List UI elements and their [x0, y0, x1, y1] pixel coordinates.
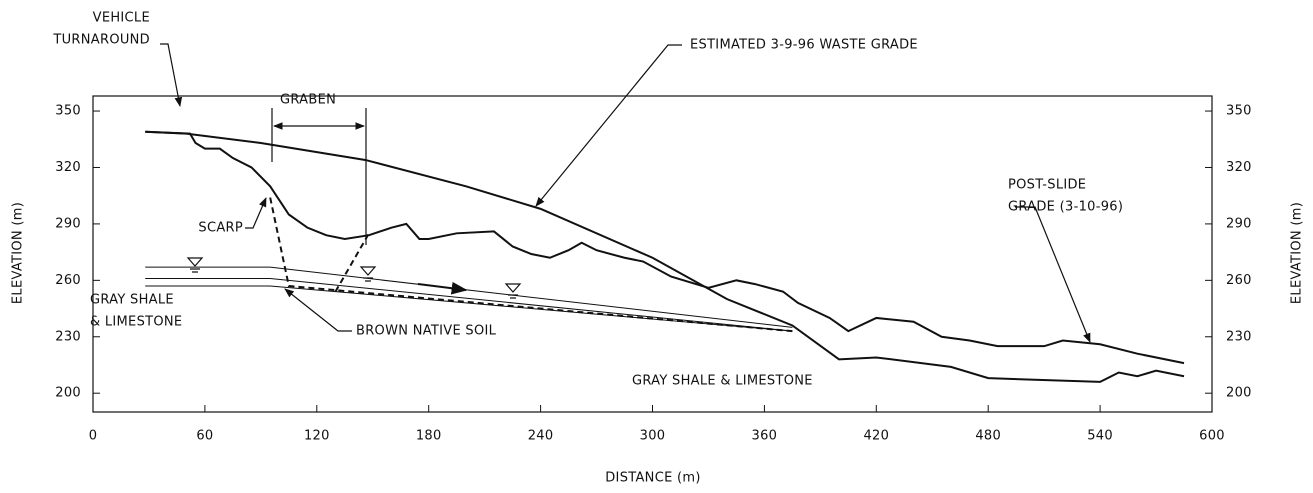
y-tick-label: 230	[55, 329, 81, 344]
annotation: BROWN NATIVE SOIL	[356, 324, 497, 339]
y-tick-label: 200	[55, 386, 81, 401]
y-tick-label: 350	[55, 104, 81, 119]
y-tick-label: 260	[55, 273, 81, 288]
series-line	[334, 232, 370, 293]
annotation: & LIMESTONE	[90, 315, 182, 330]
y2-tick-label: 350	[1226, 104, 1252, 119]
x-tick-label: 300	[640, 429, 666, 444]
y2-tick-label: 260	[1226, 273, 1252, 288]
x-tick-label: 60	[196, 429, 213, 444]
annotation: VEHICLE	[93, 11, 150, 26]
annotation: GRADE (3-10-96)	[1008, 200, 1123, 215]
annotation: POST-SLIDE	[1008, 178, 1086, 193]
annotation: GRAY SHALE & LIMESTONE	[632, 374, 813, 389]
x-tick-label: 540	[1087, 429, 1113, 444]
x-tick-label: 180	[416, 429, 442, 444]
x-tick-label: 480	[975, 429, 1001, 444]
leaders	[160, 43, 1091, 343]
annotation: SCARP	[198, 221, 243, 236]
x-tick-label: 120	[304, 429, 330, 444]
y-tick-label: 290	[55, 216, 81, 231]
y2-tick-label: 320	[1226, 160, 1252, 175]
y2-tick-label: 290	[1226, 216, 1252, 231]
annotation: ESTIMATED 3-9-96 WASTE GRADE	[690, 38, 918, 53]
y-tick-label: 320	[55, 160, 81, 175]
series-line	[269, 197, 793, 333]
x-tick-label: 360	[752, 429, 778, 444]
x-tick-label: 600	[1199, 429, 1225, 444]
series-line	[145, 130, 1185, 365]
y-axis-label: ELEVATION (m)	[11, 202, 26, 304]
y2-tick-label: 200	[1226, 386, 1252, 401]
annotation: GRAY SHALE	[90, 293, 174, 308]
x-tick-label: 240	[528, 429, 554, 444]
series-line	[145, 266, 793, 328]
series-line	[145, 130, 1185, 383]
annotation: TURNAROUND	[52, 33, 150, 48]
x-axis-label: DISTANCE (m)	[605, 471, 700, 486]
y2-axis-label: ELEVATION (m)	[1290, 202, 1305, 304]
x-tick-label: 420	[863, 429, 889, 444]
annotation: GRABEN	[280, 93, 336, 108]
series-line	[145, 277, 793, 332]
x-tick-label: 0	[89, 429, 98, 444]
y2-tick-label: 230	[1226, 329, 1252, 344]
